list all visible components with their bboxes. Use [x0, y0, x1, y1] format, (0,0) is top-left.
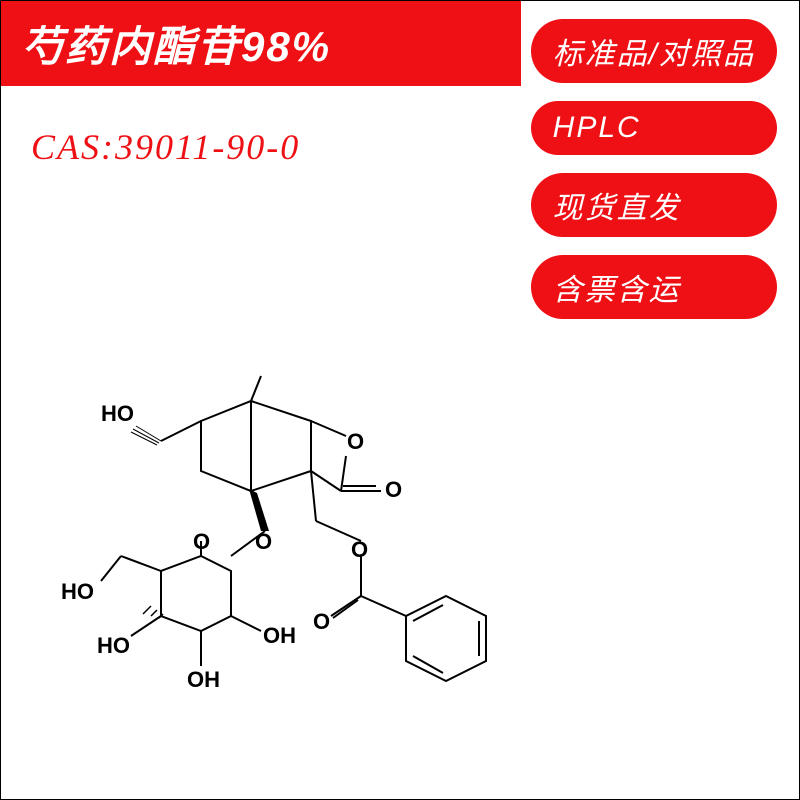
label-ho: HO	[101, 401, 134, 426]
label-o: O	[385, 477, 402, 502]
badge-list: 标准品/对照品 HPLC 现货直发 含票含运	[531, 19, 777, 319]
label-oh: OH	[187, 667, 220, 692]
chemical-structure: HO O O O O O O HO HO OH OH	[51, 371, 511, 751]
product-title: 芍药内酯苷98%	[21, 23, 331, 70]
label-o: O	[347, 429, 364, 454]
label-o: O	[255, 529, 272, 554]
badge-stock: 现货直发	[531, 173, 777, 237]
label-o: O	[351, 537, 368, 562]
badge-invoice: 含票含运	[531, 255, 777, 319]
label-oh: OH	[263, 623, 296, 648]
label-ho: HO	[61, 579, 94, 604]
title-banner: 芍药内酯苷98%	[1, 1, 521, 86]
badge-standard: 标准品/对照品	[531, 19, 777, 83]
label-ho: HO	[97, 633, 130, 658]
badge-hplc: HPLC	[531, 101, 777, 155]
label-o: O	[193, 529, 210, 554]
label-o: O	[313, 609, 330, 634]
